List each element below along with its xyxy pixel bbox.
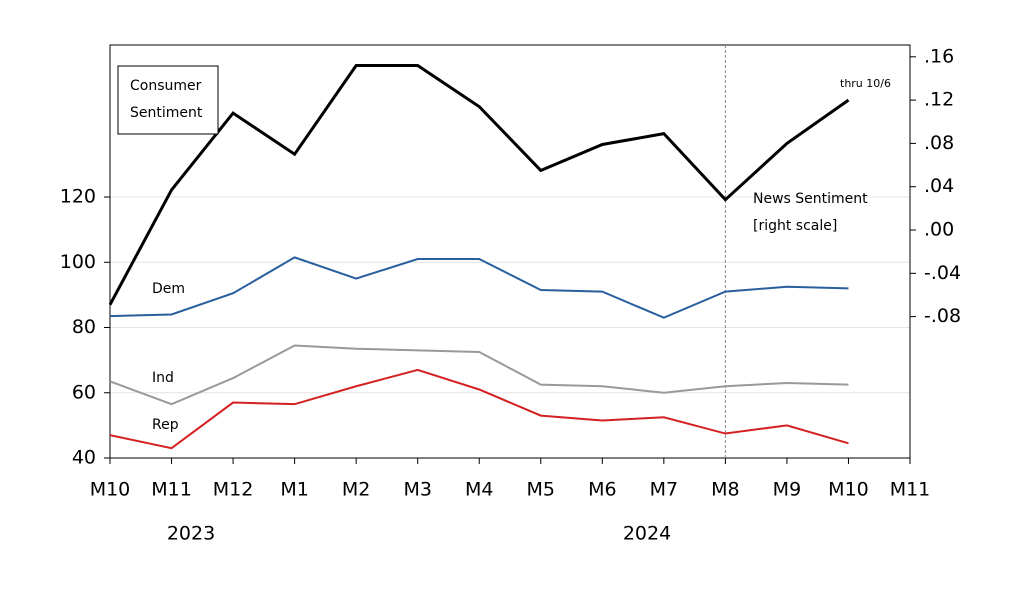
x-tick-label: M8 xyxy=(711,479,739,501)
series-label: Ind xyxy=(152,370,174,386)
x-tick-label: M9 xyxy=(773,479,801,501)
x-tick-label: M2 xyxy=(342,479,370,501)
y-tick-label: 100 xyxy=(60,251,96,273)
series-label: Rep xyxy=(152,417,179,433)
x-tick-label: M5 xyxy=(527,479,555,501)
series-label: News Sentiment xyxy=(753,191,868,207)
y-tick-label: 40 xyxy=(72,447,96,469)
x-tick-label: M7 xyxy=(650,479,678,501)
year-label: 2023 xyxy=(167,523,215,545)
x-tick-label: M11 xyxy=(890,479,931,501)
y2-tick-label: .16 xyxy=(924,45,954,67)
x-tick-label: M3 xyxy=(403,479,431,501)
x-tick-label: M10 xyxy=(90,479,131,501)
y2-tick-label: -.08 xyxy=(924,305,961,327)
y2-tick-label: -.04 xyxy=(924,262,961,284)
series-line xyxy=(109,344,849,406)
annotation: thru 10/6 xyxy=(840,77,891,90)
year-label: 2024 xyxy=(623,523,671,545)
series-line xyxy=(109,256,849,319)
series-line xyxy=(109,368,849,450)
y-tick-label: 80 xyxy=(72,316,96,338)
x-tick-label: M10 xyxy=(828,479,869,501)
y2-tick-label: .12 xyxy=(924,89,954,111)
chart-title: Consumer xyxy=(130,78,202,94)
y-tick-label: 60 xyxy=(72,381,96,403)
y2-tick-label: .00 xyxy=(924,219,954,241)
series-line xyxy=(108,63,850,306)
plot-frame xyxy=(109,44,911,459)
y2-tick-label: .04 xyxy=(924,175,954,197)
x-tick-label: M12 xyxy=(213,479,254,501)
title-box xyxy=(117,65,219,135)
annotation: [right scale] xyxy=(753,218,837,234)
y-tick-label: 120 xyxy=(60,186,96,208)
x-tick-label: M1 xyxy=(280,479,308,501)
x-tick-label: M11 xyxy=(151,479,192,501)
x-tick-label: M4 xyxy=(465,479,493,501)
y2-tick-label: .08 xyxy=(924,132,954,154)
chart-title: Sentiment xyxy=(130,105,203,121)
series-label: Dem xyxy=(152,281,185,297)
x-tick-label: M6 xyxy=(588,479,616,501)
